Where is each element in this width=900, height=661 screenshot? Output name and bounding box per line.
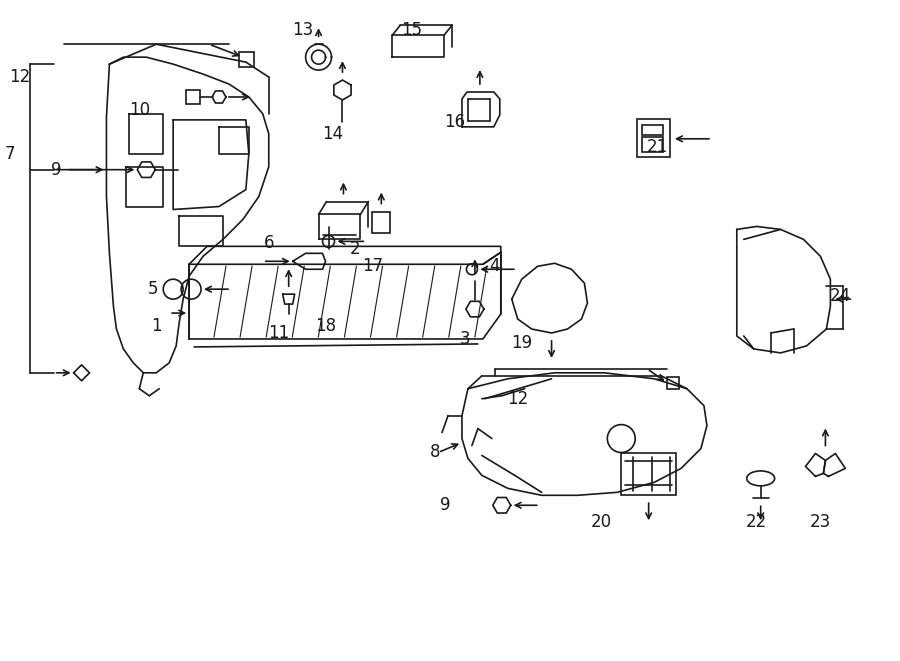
Text: 24: 24 — [830, 287, 850, 305]
Text: 12: 12 — [507, 390, 528, 408]
Text: 21: 21 — [646, 137, 668, 156]
Text: 20: 20 — [590, 513, 612, 531]
Text: 12: 12 — [9, 68, 31, 86]
Text: 11: 11 — [268, 324, 289, 342]
Text: 6: 6 — [264, 235, 274, 253]
Bar — [621, 453, 676, 495]
Bar — [643, 125, 663, 135]
Text: 13: 13 — [292, 21, 313, 39]
Bar — [637, 119, 670, 157]
Text: 15: 15 — [401, 21, 423, 39]
Text: 18: 18 — [315, 317, 336, 335]
Text: 9: 9 — [440, 496, 450, 514]
Bar — [667, 377, 679, 389]
Bar — [238, 52, 254, 67]
Text: 16: 16 — [445, 113, 465, 131]
Text: 17: 17 — [362, 257, 382, 275]
Text: 2: 2 — [350, 241, 361, 258]
Text: 23: 23 — [810, 513, 831, 531]
Text: 10: 10 — [129, 101, 150, 119]
Text: 7: 7 — [4, 145, 15, 163]
Text: 8: 8 — [430, 444, 440, 461]
Bar — [373, 212, 391, 233]
Text: 9: 9 — [51, 161, 62, 178]
Text: 19: 19 — [511, 334, 532, 352]
Bar — [186, 90, 200, 104]
Text: 4: 4 — [490, 257, 500, 275]
Text: 14: 14 — [322, 125, 343, 143]
Text: 22: 22 — [746, 513, 768, 531]
Text: 3: 3 — [460, 330, 470, 348]
Bar — [643, 137, 663, 152]
Text: 1: 1 — [151, 317, 162, 335]
Text: 5: 5 — [148, 280, 158, 298]
